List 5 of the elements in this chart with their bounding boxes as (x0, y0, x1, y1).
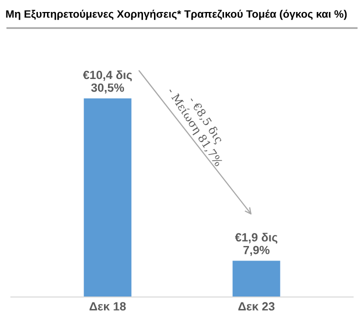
data-label: €1,9 δις 7,9% (235, 232, 278, 256)
x-tick-label: Δεκ 18 (90, 302, 126, 311)
data-label: €10,4 δις 30,5% (82, 70, 132, 94)
chart-title: Μη Εξυπηρετούμενες Χορηγήσεις* Τραπεζικού Τομέα (όγκος και %) (6, 10, 347, 20)
x-tick-label: Δεκ 23 (238, 302, 274, 311)
